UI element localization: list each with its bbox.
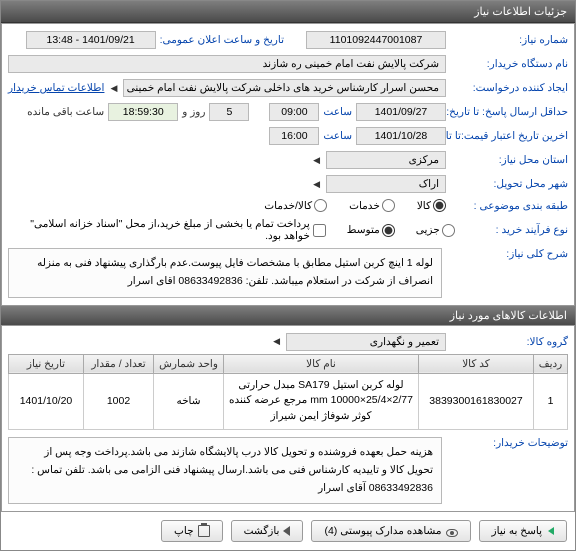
treasury-checkbox-label: پرداخت تمام یا بخشی از مبلغ خرید،از محل … <box>8 218 310 242</box>
print-button[interactable]: چاپ <box>161 520 223 542</box>
buy-type-label: نوع فرآیند خرید : <box>459 224 568 236</box>
cell-date: 1401/10/20 <box>9 373 84 429</box>
print-icon <box>198 525 210 537</box>
col-code: کد کالا <box>419 354 534 373</box>
announce-date-value: 1401/09/21 - 13:48 <box>26 31 156 49</box>
mid-radio[interactable] <box>382 224 395 237</box>
dropdown-icon[interactable]: ◀ <box>311 155 322 166</box>
description-value: لوله 1 اینچ کربن استیل مطابق با مشخصات ف… <box>8 248 442 298</box>
mid-radio-label: متوسط <box>347 224 380 236</box>
expand-icon[interactable]: ◀ <box>108 83 119 94</box>
days-remaining-value: 5 <box>209 103 249 121</box>
back-button-label: بازگشت <box>244 525 280 537</box>
buyer-org-label: نام دستگاه خریدار: <box>450 58 568 70</box>
attachments-button[interactable]: مشاهده مدارک پیوستی (4) <box>311 520 470 542</box>
both-radio-label: کالا/خدمات <box>264 200 312 212</box>
cell-unit: شاخه <box>154 373 224 429</box>
attachments-button-label: مشاهده مدارک پیوستی (4) <box>324 525 441 537</box>
table-header-row: ردیف کد کالا نام کالا واحد شمارش تعداد /… <box>9 354 568 373</box>
items-section-title: اطلاعات کالاهای مورد نیاز <box>450 310 567 322</box>
deadline-time-value: 09:00 <box>269 103 319 121</box>
group-label: گروه کالا: <box>450 336 568 348</box>
both-radio[interactable] <box>314 199 327 212</box>
button-bar: پاسخ به نیاز مشاهده مدارک پیوستی (4) باز… <box>1 512 575 550</box>
credit-date-value: 1401/10/28 <box>356 127 446 145</box>
need-details-panel: جزئیات اطلاعات نیاز شماره نیاز: 11010924… <box>0 0 576 551</box>
credit-date-label: اخرین تاریخ اعتبار قیمت:تا تاریخ: <box>450 130 568 143</box>
group-value: تعمیر و نگهداری <box>286 333 446 351</box>
description-label: شرح کلی نیاز: <box>450 248 568 260</box>
requester-label: ایجاد کننده درخواست: <box>450 82 568 94</box>
days-label: روز و <box>182 106 205 118</box>
panel-title: جزئیات اطلاعات نیاز <box>474 6 567 18</box>
goods-service-label: طبقه بندی موضوعی : <box>450 200 568 212</box>
deadline-label: حداقل ارسال پاسخ: تا تاریخ: <box>450 106 568 119</box>
need-number-label: شماره نیاز: <box>450 34 568 46</box>
cell-code: 3839300161830027 <box>419 373 534 429</box>
col-index: ردیف <box>534 354 568 373</box>
cell-index: 1 <box>534 373 568 429</box>
deadline-date-value: 1401/09/27 <box>356 103 446 121</box>
dropdown-icon[interactable]: ◀ <box>271 336 282 347</box>
need-number-value: 1101092447001087 <box>306 31 446 49</box>
low-radio[interactable] <box>442 224 455 237</box>
items-section-header: اطلاعات کالاهای مورد نیاز <box>1 306 575 325</box>
need-location-value: مرکزی <box>326 151 446 169</box>
goods-radio[interactable] <box>433 199 446 212</box>
eye-icon <box>446 529 458 537</box>
credit-time-value: 16:00 <box>269 127 319 145</box>
announce-date-label: تاریخ و ساعت اعلان عمومی: <box>160 34 302 46</box>
service-radio[interactable] <box>382 199 395 212</box>
goods-radio-label: کالا <box>417 200 431 212</box>
deliver-location-value: اراک <box>326 175 446 193</box>
cell-qty: 1002 <box>84 373 154 429</box>
back-icon <box>283 526 290 536</box>
buyer-note-label: توضیحات خریدار: <box>450 437 568 449</box>
reply-button[interactable]: پاسخ به نیاز <box>479 520 567 542</box>
col-unit: واحد شمارش <box>154 354 224 373</box>
items-table: ردیف کد کالا نام کالا واحد شمارش تعداد /… <box>8 354 568 430</box>
items-section: گروه کالا: تعمیر و نگهداری ◀ ردیف کد کال… <box>1 325 575 513</box>
deadline-time-label: ساعت <box>323 106 352 118</box>
table-row[interactable]: 1 3839300161830027 لوله کربن استیل SA179… <box>9 373 568 429</box>
time-remaining-value: 18:59:30 <box>108 103 178 121</box>
need-location-label: استان محل نیاز: <box>450 154 568 166</box>
service-radio-label: خدمات <box>349 200 380 212</box>
buyer-contact-link[interactable]: اطلاعات تماس خریدار <box>8 82 104 94</box>
deliver-location-label: شهر محل تحویل: <box>450 178 568 190</box>
col-qty: تعداد / مقدار <box>84 354 154 373</box>
remaining-label: ساعت باقی مانده <box>27 106 104 118</box>
reply-icon <box>548 527 554 535</box>
back-button[interactable]: بازگشت <box>231 520 304 542</box>
print-button-label: چاپ <box>174 525 194 537</box>
low-radio-label: جزیی <box>416 224 440 236</box>
treasury-checkbox[interactable] <box>313 224 326 237</box>
cell-name: لوله کربن استیل SA179 مبدل حرارتی 2/77×2… <box>224 373 419 429</box>
buyer-org-value: شرکت پالایش نفت امام خمینی ره شازند <box>8 55 446 73</box>
buyer-note-value: هزینه حمل بعهده فروشنده و تحویل کالا درب… <box>8 437 442 505</box>
requester-value: محسن اسرار کارشناس خرید های داخلی شرکت پ… <box>123 79 446 97</box>
col-date: تاریخ نیاز <box>9 354 84 373</box>
reply-button-label: پاسخ به نیاز <box>492 525 542 537</box>
credit-time-label: ساعت <box>323 130 352 142</box>
col-name: نام کالا <box>224 354 419 373</box>
main-fields-section: شماره نیاز: 1101092447001087 تاریخ و ساع… <box>1 23 575 306</box>
panel-header: جزئیات اطلاعات نیاز <box>1 1 575 23</box>
dropdown-icon[interactable]: ◀ <box>311 179 322 190</box>
